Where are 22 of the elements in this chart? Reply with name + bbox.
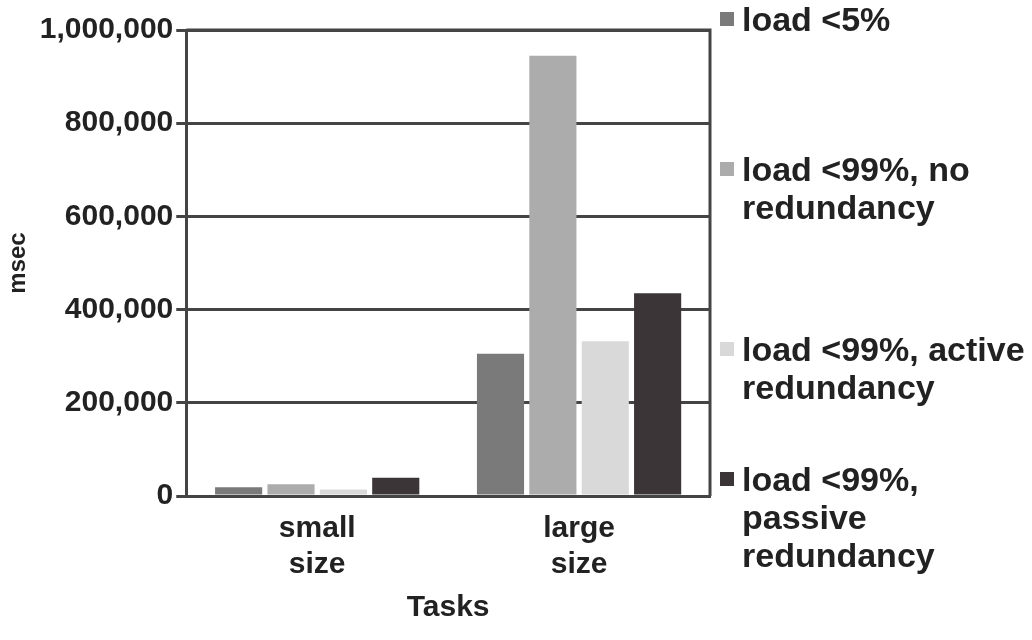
- x-tick-label: small size: [278, 510, 356, 580]
- y-tick-label: 400,000: [64, 290, 174, 324]
- legend-label: load <99%, no redundancy: [742, 150, 971, 226]
- y-tick-label: 200,000: [64, 384, 174, 418]
- y-tick-label: 1,000,000: [39, 11, 174, 45]
- bar: [581, 341, 629, 495]
- y-tick-label: 800,000: [64, 104, 174, 138]
- bar: [215, 487, 263, 495]
- legend-label: load <99%, passive redundancy: [742, 460, 936, 574]
- bar: [319, 489, 367, 495]
- y-tick-label: 600,000: [64, 197, 174, 231]
- bar: [372, 477, 420, 495]
- y-tick-label: 0: [156, 477, 174, 511]
- bar: [529, 55, 577, 495]
- legend-label: load <99%, active redundancy: [742, 330, 1026, 406]
- y-axis-title: msec: [3, 232, 31, 294]
- bar: [267, 484, 315, 495]
- legend-label: load <5%: [742, 0, 891, 38]
- bar: [634, 293, 682, 495]
- x-axis-title: Tasks: [406, 589, 490, 623]
- x-tick-label: large size: [543, 510, 615, 580]
- bar: [476, 353, 525, 495]
